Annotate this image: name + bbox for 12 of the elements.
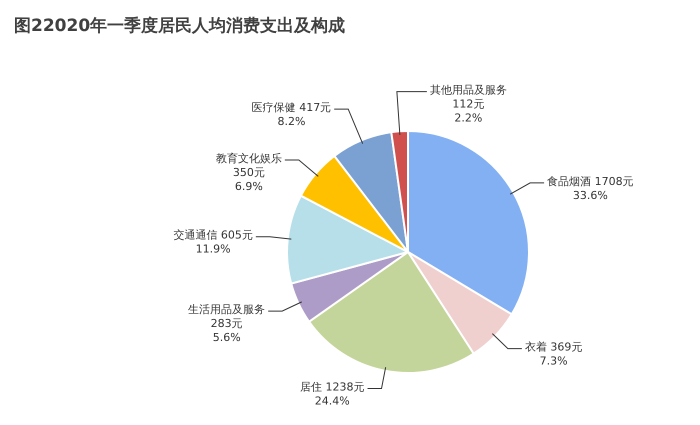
chart-title: 图22020年一季度居民人均消费支出及构成	[14, 15, 346, 37]
slice-label: 生活用品及服务	[188, 302, 266, 316]
slice-label: 教育文化娱乐	[216, 152, 282, 165]
slice-label: 医疗保健 417元 8.2%	[252, 100, 332, 128]
data-label: 112元 2.2%	[452, 97, 484, 124]
slice-label: 交通通信 605元 11.9%	[173, 228, 253, 256]
data-label: 350元 6.9%	[232, 166, 265, 193]
slice-label: 食品烟酒 1708元 33.6%	[547, 174, 634, 202]
data-label: 283元 5.6%	[210, 316, 243, 344]
slice-label: 居住 1238元 24.4%	[300, 380, 365, 408]
slice-label: 其他用品及服务	[430, 83, 507, 96]
slice-label: 衣着 369元 7.3%	[524, 340, 582, 368]
